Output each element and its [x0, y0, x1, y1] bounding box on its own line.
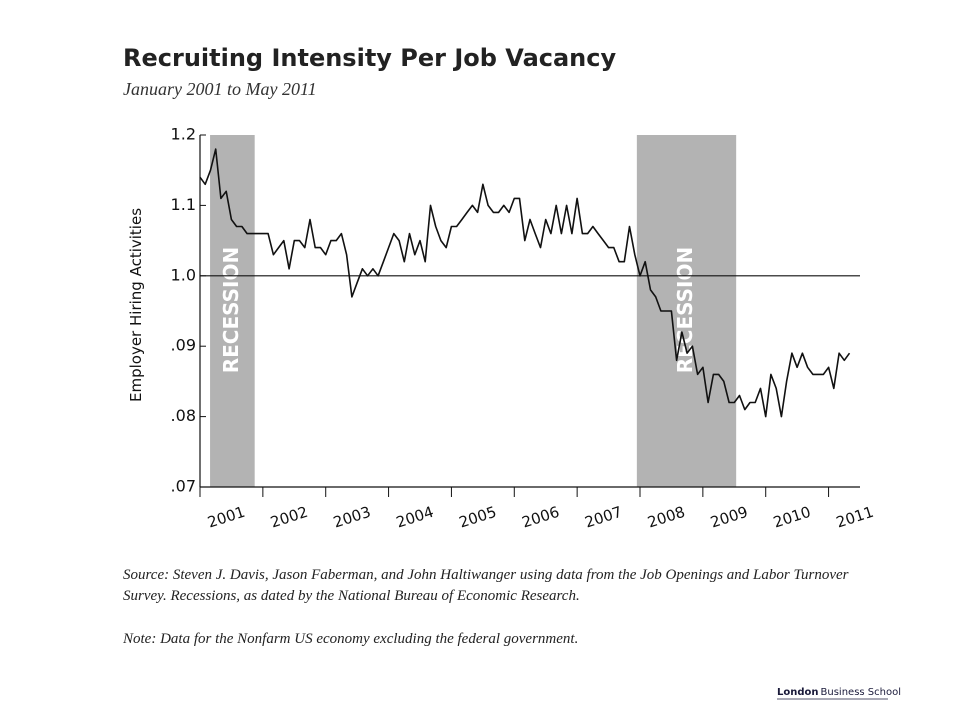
- recession-label: RECESSION: [219, 247, 243, 374]
- plot: RECESSION RECESSION.07.08.091.01.11.22001…: [171, 125, 876, 532]
- chart-subtitle: January 2001 to May 2011: [123, 79, 317, 99]
- y-tick-label: 1.0: [171, 265, 196, 284]
- y-tick-label: .09: [171, 336, 196, 355]
- y-tick-label: .08: [171, 406, 196, 425]
- x-tick-label: 2004: [394, 503, 436, 532]
- data-line: [199, 148, 851, 418]
- y-tick-label: 1.2: [171, 125, 196, 144]
- chart-title: Recruiting Intensity Per Job Vacancy: [123, 44, 616, 72]
- x-tick-label: 2006: [520, 503, 562, 532]
- recession-band: [210, 135, 255, 487]
- recession-band: [636, 135, 737, 487]
- y-tick-label: .07: [171, 477, 196, 496]
- note: Note: Data for the Nonfarm US economy ex…: [123, 631, 579, 647]
- x-tick-label: 2005: [457, 503, 499, 532]
- x-tick-label: 2009: [708, 503, 750, 532]
- x-tick-label: 2007: [582, 503, 624, 532]
- y-tick-label: 1.1: [171, 195, 196, 214]
- source-box: Source: Steven J. Davis, Jason Faberman,…: [123, 567, 849, 604]
- logo-rest: Business School: [821, 687, 901, 698]
- y-axis-label: Employer Hiring Activities: [127, 208, 145, 402]
- logo-bold: London: [777, 687, 819, 698]
- x-tick-label: 2011: [834, 503, 876, 532]
- x-tick-label: 2008: [645, 503, 687, 532]
- source: Source: Steven J. Davis, Jason Faberman,…: [123, 567, 849, 604]
- x-tick-label: 2010: [771, 503, 813, 532]
- x-tick-label: 2002: [268, 503, 310, 532]
- note-box: Note: Data for the Nonfarm US economy ex…: [123, 631, 579, 647]
- logo: London Business School: [777, 687, 901, 698]
- x-tick-label: 2003: [331, 503, 373, 532]
- x-tick-label: 2001: [205, 503, 247, 532]
